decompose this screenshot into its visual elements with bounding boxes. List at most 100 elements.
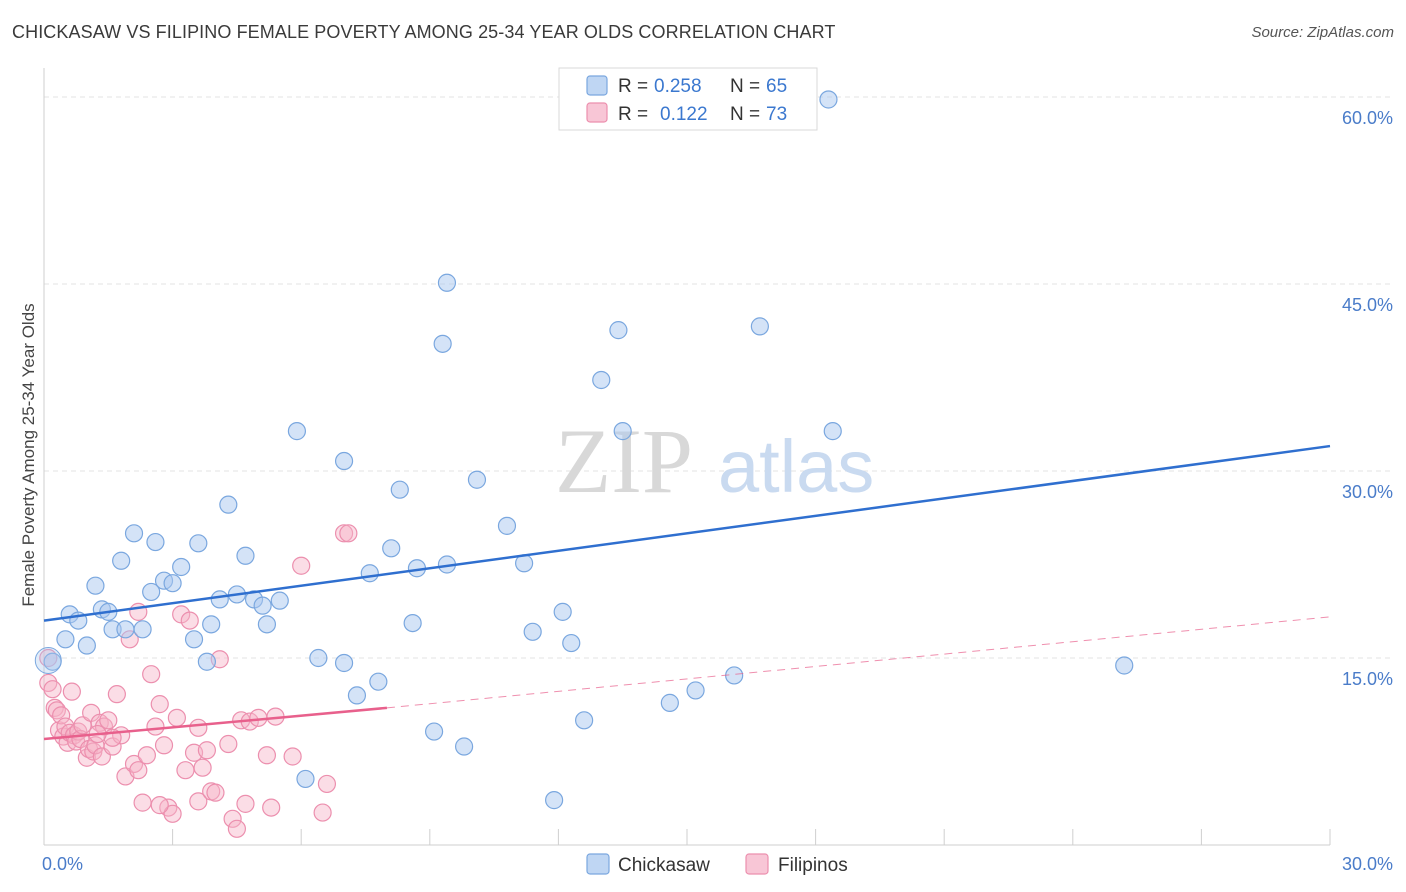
- data-point-chickasaw: [56, 630, 75, 649]
- data-point-chickasaw: [403, 613, 422, 633]
- data-point-chickasaw: [360, 564, 379, 583]
- legend-n-label-1: N =: [730, 76, 760, 97]
- legend-r-value-2: 0.122: [660, 104, 708, 125]
- data-point-chickasaw: [253, 596, 272, 615]
- data-point-chickasaw: [334, 653, 354, 673]
- data-point-filipinos: [193, 758, 212, 777]
- data-point-chickasaw: [725, 666, 744, 685]
- data-point-filipinos: [189, 718, 208, 737]
- data-point-filipinos: [137, 746, 156, 765]
- data-point-filipinos: [236, 794, 255, 813]
- data-point-chickasaw: [347, 686, 367, 705]
- x-tick-label: 30.0%: [1342, 854, 1393, 874]
- data-point-filipinos: [142, 665, 161, 684]
- data-point-filipinos: [262, 798, 281, 817]
- chart-title: CHICKASAW VS FILIPINO FEMALE POVERTY AMO…: [12, 22, 836, 42]
- data-point-chickasaw: [575, 711, 594, 730]
- data-point-chickasaw: [210, 590, 229, 609]
- data-point-filipinos: [150, 796, 169, 815]
- data-point-chickasaw: [146, 532, 165, 552]
- legend-r-label-1: R =: [618, 76, 648, 97]
- watermark-atlas: atlas: [718, 425, 874, 508]
- bottom-legend-chickasaw: Chickasaw: [618, 855, 710, 876]
- data-point-filipinos: [150, 695, 169, 714]
- grid-lines: [44, 96, 1392, 659]
- data-point-chickasaw: [202, 615, 221, 634]
- data-point-chickasaw: [1115, 656, 1134, 675]
- data-point-chickasaw: [257, 615, 277, 634]
- data-point-chickasaw: [467, 470, 487, 489]
- data-point-filipinos: [133, 793, 152, 812]
- bottom-legend-swatch-chickasaw: [586, 853, 610, 875]
- legend-n-label-2: N =: [730, 104, 760, 125]
- data-point-filipinos: [129, 761, 148, 780]
- data-point-filipinos: [317, 774, 337, 794]
- data-point-chickasaw: [219, 495, 238, 514]
- data-point-chickasaw: [189, 534, 208, 553]
- data-point-chickasaw: [270, 591, 289, 610]
- data-point-chickasaw: [823, 422, 842, 441]
- data-point-chickasaw: [86, 576, 105, 595]
- data-point-chickasaw: [287, 422, 307, 441]
- data-point-filipinos: [43, 680, 62, 699]
- series-chickasaw: [34, 90, 1134, 810]
- trend-line-chickasaw: [43, 444, 1331, 622]
- data-point-chickasaw: [77, 636, 96, 655]
- legend: R = 0.258 N = 65 R = 0.122 N = 73: [558, 67, 818, 131]
- y-tick-label: 60.0%: [1342, 108, 1393, 128]
- bottom-legend-swatch-filipinos: [745, 853, 769, 875]
- data-point-filipinos: [283, 747, 302, 766]
- data-point-chickasaw: [613, 422, 632, 441]
- data-point-chickasaw: [592, 370, 611, 390]
- y-tick-label: 30.0%: [1342, 482, 1393, 502]
- data-point-chickasaw: [34, 646, 62, 674]
- data-point-chickasaw: [334, 451, 354, 471]
- data-point-chickasaw: [236, 546, 255, 565]
- data-point-chickasaw: [390, 480, 409, 499]
- data-point-chickasaw: [437, 273, 457, 292]
- data-point-chickasaw: [562, 633, 581, 653]
- data-point-chickasaw: [545, 791, 564, 810]
- data-point-chickasaw: [686, 681, 705, 700]
- data-point-filipinos: [167, 708, 186, 727]
- data-point-chickasaw: [369, 672, 388, 691]
- data-point-filipinos: [223, 809, 242, 828]
- data-point-chickasaw: [296, 769, 315, 789]
- source-credit: Source: ZipAtlas.com: [1251, 24, 1394, 41]
- data-point-chickasaw: [609, 321, 628, 340]
- legend-r-value-1: 0.258: [654, 76, 702, 97]
- trend-line-filipinos-extension: [386, 616, 1331, 709]
- legend-r-label-2: R =: [618, 104, 648, 125]
- data-point-filipinos: [107, 685, 126, 704]
- bottom-legend-filipinos: Filipinos: [778, 855, 848, 876]
- series-filipinos: [39, 524, 358, 838]
- data-point-chickasaw: [382, 539, 401, 558]
- axes: [43, 68, 1331, 846]
- data-point-filipinos: [52, 706, 71, 725]
- data-point-chickasaw: [112, 551, 131, 570]
- data-point-filipinos: [180, 611, 199, 630]
- data-point-filipinos: [339, 524, 358, 543]
- data-point-chickasaw: [184, 630, 204, 649]
- data-point-filipinos: [197, 741, 216, 760]
- data-point-filipinos: [45, 698, 64, 717]
- data-point-chickasaw: [497, 516, 517, 535]
- data-point-chickasaw: [660, 693, 679, 712]
- data-point-chickasaw: [124, 524, 144, 543]
- trend-lines: [43, 444, 1331, 741]
- data-point-chickasaw: [163, 574, 182, 593]
- data-point-filipinos: [163, 804, 182, 823]
- data-point-chickasaw: [433, 334, 452, 353]
- data-point-chickasaw: [116, 620, 135, 639]
- legend-n-value-2: 73: [766, 104, 787, 125]
- trend-line-filipinos: [43, 706, 388, 741]
- data-point-chickasaw: [750, 317, 769, 336]
- legend-swatch-filipinos: [586, 102, 608, 123]
- data-point-chickasaw: [523, 622, 542, 641]
- bottom-legend: Chickasaw Filipinos: [586, 853, 848, 876]
- data-point-filipinos: [334, 524, 354, 543]
- data-point-filipinos: [219, 734, 238, 754]
- data-point-filipinos: [292, 556, 311, 575]
- data-point-chickasaw: [309, 648, 328, 668]
